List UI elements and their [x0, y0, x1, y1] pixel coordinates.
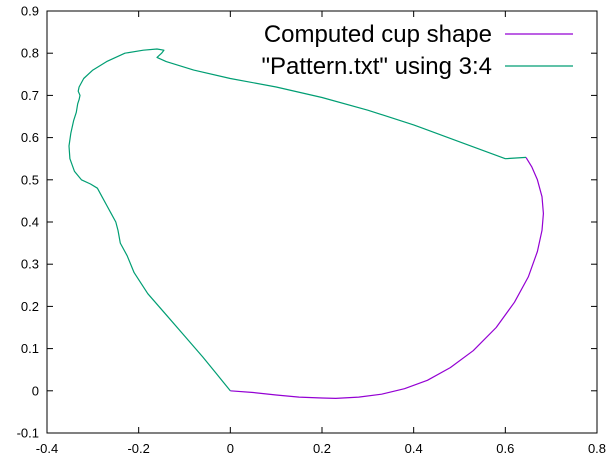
y-tick-label: 0.8 — [21, 46, 39, 61]
y-tick-label: 0.4 — [21, 215, 39, 230]
y-tick-label: -0.1 — [17, 426, 39, 441]
x-axis-ticks: -0.4 -0.2 0 0.2 0.4 0.6 0.8 — [36, 11, 606, 456]
y-tick-label: 0.7 — [21, 88, 39, 103]
legend-label-0: Computed cup shape — [264, 21, 492, 48]
y-axis-ticks: -0.1 0 0.1 0.2 0.3 0.4 0.5 0.6 0.7 0.8 0.9 — [17, 4, 597, 441]
y-tick-label: 0.9 — [21, 4, 39, 19]
series-line-0 — [230, 157, 545, 399]
legend: Computed cup shape "Pattern.txt" using 3:… — [262, 21, 573, 80]
y-tick-label: 0.2 — [21, 299, 39, 314]
x-tick-label: 0.2 — [313, 441, 331, 456]
series-line-1 — [68, 48, 527, 392]
y-tick-label: 0.6 — [21, 130, 39, 145]
x-tick-label: -0.2 — [127, 441, 149, 456]
legend-label-1: "Pattern.txt" using 3:4 — [262, 53, 493, 80]
plot-series — [68, 48, 545, 399]
y-tick-label: 0.1 — [21, 341, 39, 356]
x-tick-label: 0 — [227, 441, 234, 456]
x-tick-label: 0.8 — [588, 441, 606, 456]
plot-frame — [46, 10, 598, 434]
y-tick-label: 0.3 — [21, 257, 39, 272]
x-tick-label: 0.6 — [496, 441, 514, 456]
x-tick-label: 0.4 — [405, 441, 423, 456]
y-tick-label: 0 — [32, 383, 39, 398]
y-tick-label: 0.5 — [21, 172, 39, 187]
x-tick-label: -0.4 — [36, 441, 58, 456]
